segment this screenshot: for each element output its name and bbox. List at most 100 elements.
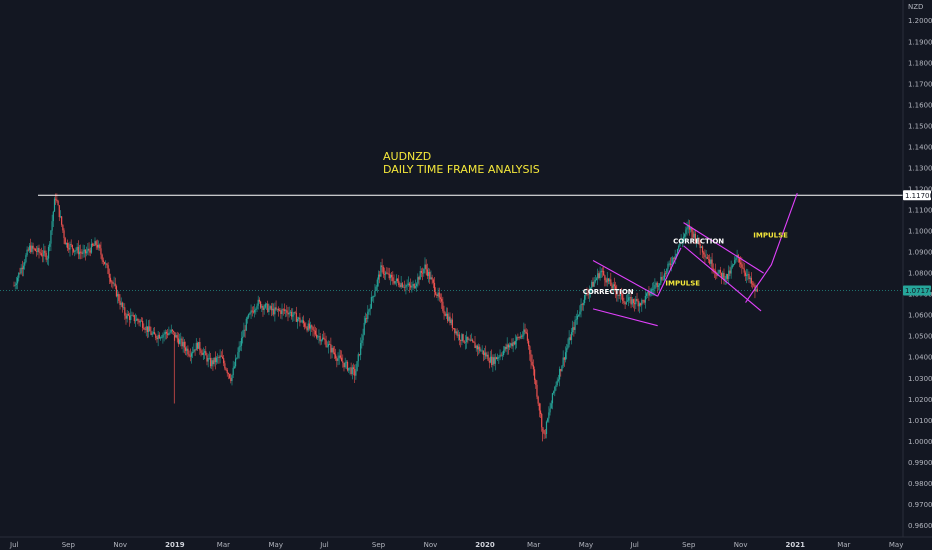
candle-body (417, 277, 419, 284)
candle-body (71, 245, 73, 249)
candle-body (469, 339, 471, 341)
candle-body (450, 319, 452, 324)
candle-body (65, 243, 68, 245)
candle-body (685, 229, 687, 235)
candle-body (298, 317, 300, 319)
candle-body (294, 312, 296, 313)
candle-body (199, 342, 201, 351)
candle-body (371, 296, 374, 298)
candle-body (550, 403, 552, 409)
candle-body (356, 361, 358, 372)
candle-body (437, 292, 439, 297)
candle-body (679, 241, 681, 247)
price-tick-label: 1.13000 (908, 164, 932, 172)
candle-body (516, 337, 518, 342)
correction-1-upper-line[interactable] (592, 260, 658, 297)
impulse-1-projection-line[interactable] (657, 247, 682, 297)
candle-body (198, 342, 200, 349)
candle-body (673, 257, 675, 259)
time-tick-label: 2021 (786, 541, 806, 549)
candle-body (275, 307, 277, 310)
price-tick-label: 1.03000 (908, 375, 932, 383)
candle-body (226, 370, 228, 374)
candle-body (274, 307, 276, 315)
candle-body (574, 320, 576, 330)
price-tick-label: 1.17000 (908, 80, 932, 88)
time-tick-label: May (269, 541, 283, 549)
candle-body (666, 268, 668, 274)
candle-body (442, 301, 444, 311)
candle-body (690, 227, 692, 230)
candle-body (302, 320, 305, 324)
candle-body (604, 275, 606, 281)
candle-body (19, 272, 21, 274)
candle-body (83, 249, 85, 252)
candle-body (558, 369, 561, 380)
impulse-2-projection-line[interactable] (745, 192, 798, 303)
candle-body (28, 245, 31, 251)
candle-body (716, 273, 718, 276)
candle-body (431, 277, 433, 280)
candle-body (21, 267, 23, 270)
candle-body (37, 247, 39, 252)
candle-body (279, 310, 281, 311)
candle-body (528, 340, 530, 347)
candle-body (725, 274, 727, 279)
candle-body (561, 365, 563, 372)
candle-body (20, 267, 22, 274)
candle-body (427, 271, 430, 276)
candle-body (506, 344, 508, 349)
candle-body (175, 335, 177, 338)
candle-body (167, 333, 169, 335)
candle-body (668, 263, 670, 265)
candle-body (258, 299, 260, 302)
candle-body (82, 251, 84, 254)
candle-body (588, 290, 590, 295)
candle-body (373, 296, 375, 297)
candle-body (159, 337, 162, 339)
candle-body (55, 198, 57, 200)
candle-body (156, 337, 158, 340)
candles-layer[interactable] (13, 193, 758, 442)
candle-body (182, 341, 184, 347)
candle-body (333, 352, 336, 355)
candle-body (586, 293, 588, 295)
candle-body (119, 300, 121, 305)
candle-body (99, 244, 101, 249)
candle-body (573, 327, 575, 330)
candle-body (214, 357, 216, 363)
candle-body (720, 272, 723, 278)
candle-body (351, 367, 353, 375)
candle-body (557, 379, 559, 381)
candle-body (330, 344, 332, 353)
drawings-layer[interactable] (592, 192, 798, 327)
candle-body (731, 265, 733, 268)
correction-2-lower-line[interactable] (683, 245, 762, 312)
candle-body (107, 265, 109, 274)
wave-annotation: CORRECTION (583, 288, 634, 296)
candle-body (31, 245, 33, 252)
candle-body (483, 352, 486, 356)
candle-body (264, 303, 266, 308)
candle-body (699, 243, 701, 248)
candle-body (203, 351, 206, 353)
candle-body (58, 205, 60, 218)
candle-body (106, 263, 108, 266)
candle-body (614, 286, 617, 292)
candle-body (218, 357, 220, 359)
candle-body (306, 327, 308, 331)
candle-body (421, 272, 424, 274)
correction-1-lower-line[interactable] (592, 308, 658, 327)
correction-2-upper-line[interactable] (683, 222, 764, 274)
candle-body (367, 311, 369, 319)
candle-body (205, 351, 207, 356)
candle-body (150, 331, 152, 335)
time-axis[interactable]: Jul Sep Nov 2019 Mar May Jul Sep Nov 2020 Mar May Ju… (9, 541, 903, 549)
candle-body (92, 243, 94, 246)
candle-body (201, 352, 203, 355)
price-axis[interactable]: 1.20000 1.19000 1.18000 1.17000 1.16000 1.150… (908, 17, 932, 530)
candle-body (632, 299, 635, 304)
candle-body (285, 310, 287, 312)
candle-body (15, 283, 17, 285)
